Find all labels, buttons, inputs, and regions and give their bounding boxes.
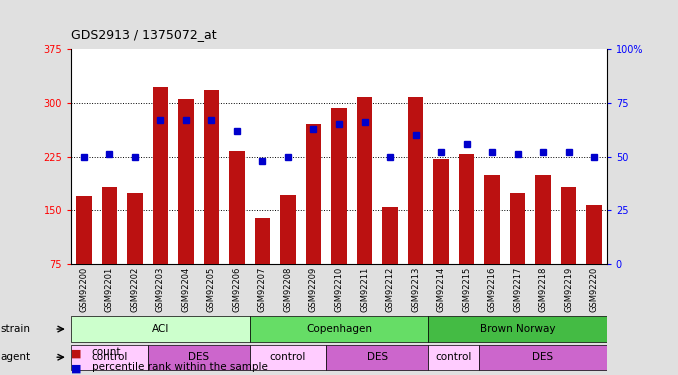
Bar [484, 174, 500, 264]
Bar [255, 217, 270, 264]
Bar [250, 345, 326, 370]
Bar [229, 151, 245, 264]
Text: agent: agent [1, 352, 31, 362]
Text: Brown Norway: Brown Norway [480, 324, 555, 334]
Text: GSM92207: GSM92207 [258, 267, 267, 312]
Bar [71, 345, 148, 370]
Text: GSM92218: GSM92218 [538, 267, 548, 312]
Text: strain: strain [1, 324, 31, 334]
Bar [148, 345, 250, 370]
Text: count: count [92, 347, 121, 357]
Bar [561, 187, 576, 264]
Text: GSM92216: GSM92216 [487, 267, 496, 312]
Text: ACI: ACI [152, 324, 169, 334]
Bar [326, 345, 428, 370]
Text: GSM92201: GSM92201 [105, 267, 114, 312]
Text: GDS2913 / 1375072_at: GDS2913 / 1375072_at [71, 28, 217, 41]
Text: GSM92200: GSM92200 [79, 267, 88, 312]
Text: GSM92219: GSM92219 [564, 267, 573, 312]
Bar [332, 108, 346, 264]
Text: GSM92205: GSM92205 [207, 267, 216, 312]
Bar [204, 90, 219, 264]
Text: GSM92210: GSM92210 [334, 267, 344, 312]
Text: GSM92215: GSM92215 [462, 267, 471, 312]
Bar [250, 316, 428, 342]
Bar [428, 316, 607, 342]
Text: GSM92220: GSM92220 [590, 267, 599, 312]
Text: GSM92209: GSM92209 [309, 267, 318, 312]
Bar [178, 99, 194, 264]
Bar [357, 97, 372, 264]
Text: Copenhagen: Copenhagen [306, 324, 372, 334]
Text: ■: ■ [71, 363, 81, 373]
Bar [408, 97, 423, 264]
Text: percentile rank within the sample: percentile rank within the sample [92, 362, 267, 372]
Text: DES: DES [367, 352, 388, 362]
Text: control: control [270, 352, 306, 362]
Text: ■: ■ [71, 348, 81, 358]
Text: DES: DES [532, 352, 554, 362]
Text: GSM92217: GSM92217 [513, 267, 522, 312]
Bar [382, 207, 398, 264]
Text: GSM92211: GSM92211 [360, 267, 369, 312]
Text: GSM92204: GSM92204 [182, 267, 191, 312]
Bar [433, 159, 449, 264]
Bar [510, 193, 525, 264]
Bar [280, 195, 296, 264]
Bar [71, 316, 250, 342]
Text: DES: DES [188, 352, 210, 362]
Text: GSM92202: GSM92202 [130, 267, 140, 312]
Text: GSM92214: GSM92214 [437, 267, 445, 312]
Bar [306, 124, 321, 264]
Bar [428, 345, 479, 370]
Text: GSM92212: GSM92212 [386, 267, 395, 312]
Text: control: control [92, 352, 127, 362]
Bar [153, 87, 168, 264]
Bar [77, 196, 92, 264]
Bar [586, 205, 601, 264]
Bar [536, 174, 551, 264]
Text: GSM92208: GSM92208 [283, 267, 292, 312]
Bar [127, 193, 142, 264]
Text: GSM92206: GSM92206 [233, 267, 241, 312]
Bar [479, 345, 607, 370]
Text: GSM92203: GSM92203 [156, 267, 165, 312]
Text: control: control [435, 352, 472, 362]
Bar [459, 154, 474, 264]
Bar [102, 187, 117, 264]
Text: GSM92213: GSM92213 [411, 267, 420, 312]
